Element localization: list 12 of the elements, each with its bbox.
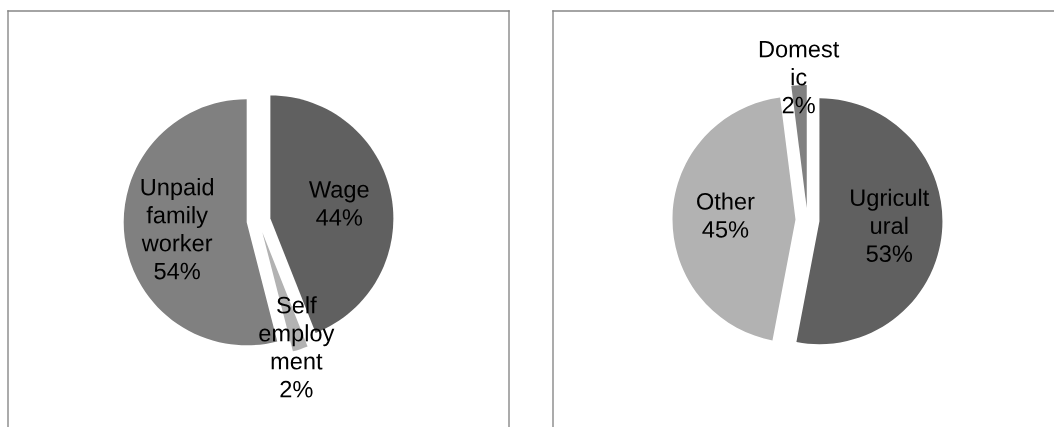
data-label: 2% <box>782 96 815 114</box>
slice-label: Wage <box>308 181 369 203</box>
slice-label: Other <box>697 192 755 210</box>
slice-label: Ugricult ural <box>851 188 930 235</box>
slice-label: Domest ic <box>759 40 840 86</box>
data-label: 45% <box>702 221 749 238</box>
slice-label: Self employ ment <box>259 296 335 370</box>
data-label: 2% <box>280 380 313 398</box>
data-label: 53% <box>866 245 913 263</box>
slice-label: Unpaid family worker <box>141 178 214 252</box>
data-label: 44% <box>316 209 363 226</box>
data-label: 54% <box>154 262 200 280</box>
